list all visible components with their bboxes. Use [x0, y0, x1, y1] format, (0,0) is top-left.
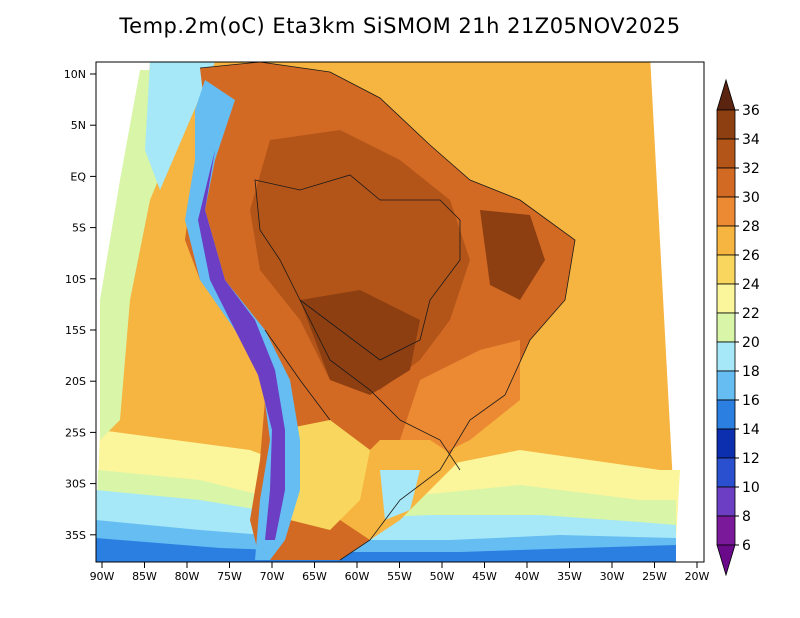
- andes-coldest-strip: [198, 150, 285, 540]
- lon-label: 90W: [90, 570, 115, 583]
- lon-label: 30W: [600, 570, 625, 583]
- lat-label: 25S: [65, 426, 86, 439]
- lon-label: 35W: [557, 570, 582, 583]
- lon-label: 50W: [430, 570, 455, 583]
- colorbar-label: 8: [742, 509, 751, 525]
- lon-label: 80W: [175, 570, 200, 583]
- argentina-warm: [280, 420, 370, 530]
- colorbar-swatch: [716, 196, 736, 227]
- lat-label: 5S: [72, 222, 86, 235]
- colorbar-label: 24: [742, 277, 760, 293]
- colorbar-swatch: [716, 370, 736, 401]
- colorbar-bottom-arrow: [716, 544, 736, 577]
- colorbar-label: 34: [742, 132, 760, 148]
- lat-label: 35S: [65, 529, 86, 542]
- colorbar-label: 20: [742, 335, 760, 351]
- lon-label: 40W: [515, 570, 540, 583]
- colorbar-label: 32: [742, 161, 760, 177]
- colorbar-swatch: [716, 254, 736, 285]
- colorbar-label: 18: [742, 364, 760, 380]
- colorbar-swatch: [716, 138, 736, 169]
- colorbar-swatch: [716, 312, 736, 343]
- southeast-warm: [400, 340, 520, 460]
- south-ocean-deepblue-band: [96, 538, 676, 562]
- colorbar-swatch: [716, 428, 736, 459]
- colorbar-label: 14: [742, 422, 760, 438]
- temperature-field: [96, 62, 680, 562]
- colorbar-label: 26: [742, 248, 760, 264]
- colorbar-label: 30: [742, 190, 760, 206]
- lon-label: 20W: [685, 570, 710, 583]
- colorbar-swatch: [716, 283, 736, 314]
- colorbar-top-arrow: [716, 78, 736, 111]
- colorbar-swatch: [716, 399, 736, 430]
- northeast-hot: [480, 210, 545, 300]
- lon-label: 25W: [642, 570, 667, 583]
- lat-label: 10N: [64, 68, 86, 81]
- pacific-cool-band: [100, 70, 200, 440]
- colorbar-swatch: [716, 515, 736, 546]
- lat-label: 5N: [71, 119, 86, 132]
- colorbar-label: 12: [742, 451, 760, 467]
- lon-label: 85W: [132, 570, 157, 583]
- colorbar-label: 16: [742, 393, 760, 409]
- map-title: Temp.2m(oC) Eta3km SiSMOM 21h 21Z05NOV20…: [119, 14, 681, 38]
- lon-label: 55W: [387, 570, 412, 583]
- country-borders: [199, 62, 576, 561]
- colorbar-swatch: [716, 486, 736, 517]
- pacific-cyan-band: [145, 62, 215, 190]
- colorbar-label: 22: [742, 306, 760, 322]
- temperature-colorbar: 36 34 32 30 28 26 24 22 20 18 16 14 12 10 8 6: [716, 78, 760, 577]
- colorbar-swatch: [716, 167, 736, 198]
- colorbar-label: 6: [742, 538, 751, 554]
- colorbar-label: 10: [742, 480, 760, 496]
- lat-label: 30S: [65, 478, 86, 491]
- colorbar-label: 36: [742, 103, 760, 119]
- lat-label: 15S: [65, 324, 86, 337]
- latitude-axis: 10N 5N EQ 5S 10S 15S 20S 25S 30S 35S: [64, 68, 96, 542]
- lat-label: 10S: [65, 273, 86, 286]
- colorbar-swatch: [716, 109, 736, 140]
- lon-label: 60W: [345, 570, 370, 583]
- lon-label: 75W: [217, 570, 242, 583]
- lat-label: EQ: [70, 170, 86, 183]
- uruguay-cool: [380, 470, 420, 520]
- colorbar-swatch: [716, 341, 736, 372]
- colorbar-label: 28: [742, 219, 760, 235]
- lat-label: 20S: [65, 375, 86, 388]
- lon-label: 70W: [260, 570, 285, 583]
- longitude-axis: 90W 85W 80W 75W 70W 65W 60W 55W 50W 45W 40W 35W 30W 2…: [90, 562, 710, 583]
- colorbar-swatch: [716, 225, 736, 256]
- colorbar-swatch: [716, 457, 736, 488]
- central-brazil-hottest: [300, 290, 420, 395]
- lon-label: 45W: [472, 570, 497, 583]
- lon-label: 65W: [302, 570, 327, 583]
